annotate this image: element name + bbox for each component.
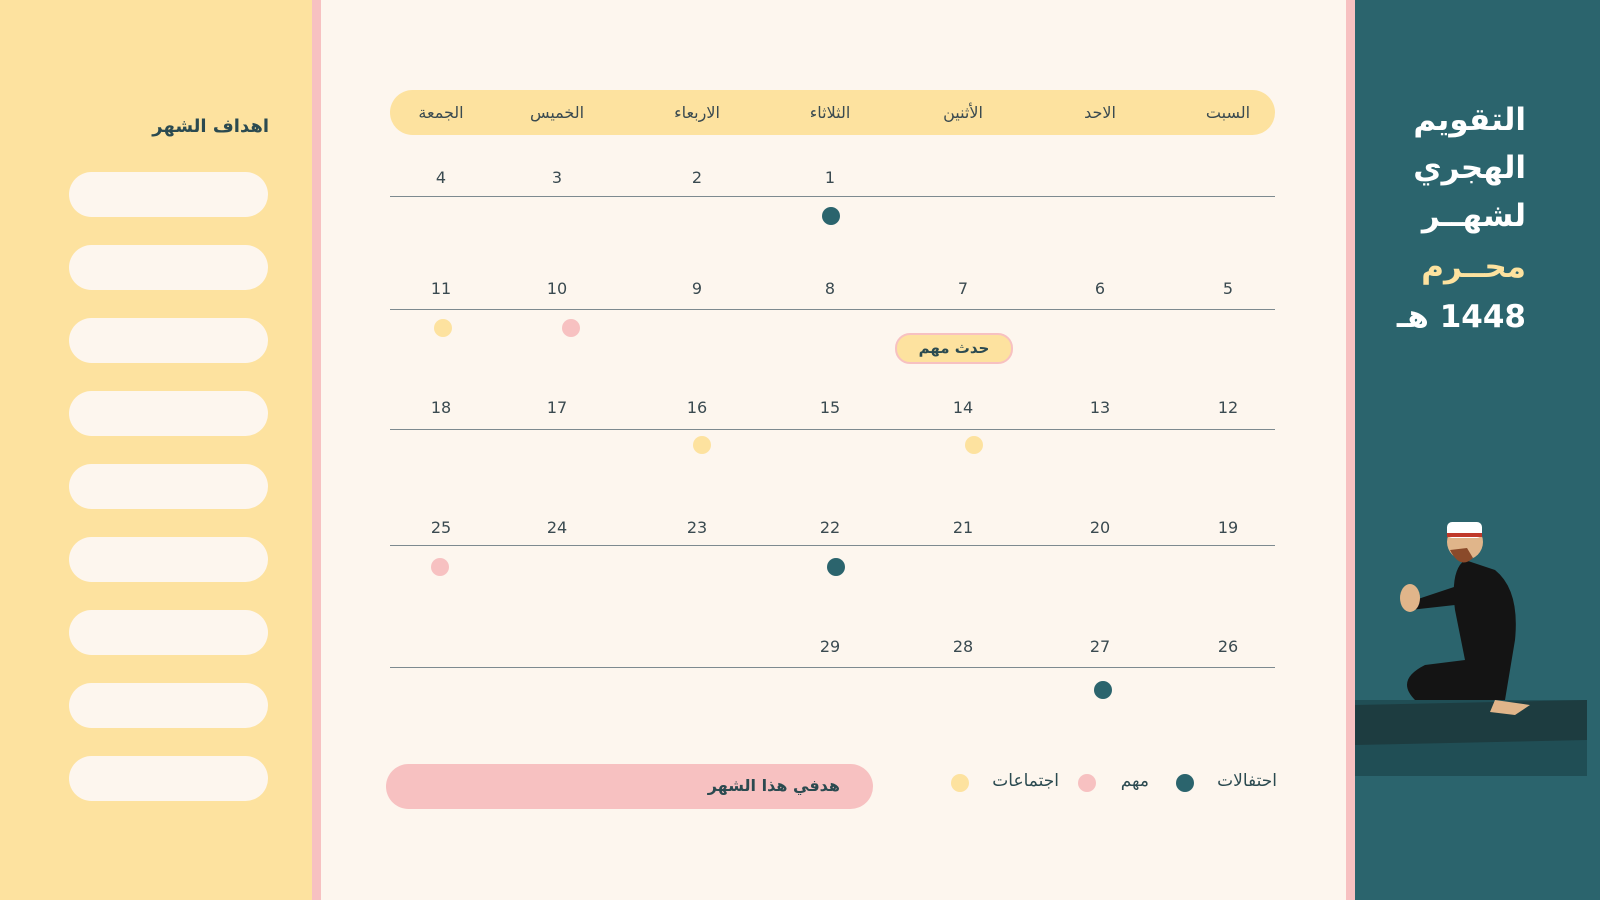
day-number: 11 bbox=[430, 279, 452, 298]
weekday-bar bbox=[390, 90, 1275, 135]
weekday: الثلاثاء bbox=[809, 103, 851, 122]
day-number: 16 bbox=[686, 398, 708, 417]
day-number: 29 bbox=[819, 637, 841, 656]
title-line: الهجري bbox=[1413, 150, 1526, 186]
legend-label: اجتماعات bbox=[992, 771, 1059, 791]
day-number: 21 bbox=[952, 518, 974, 537]
day-number: 26 bbox=[1217, 637, 1239, 656]
praying-man-illustration bbox=[1355, 522, 1587, 776]
week-rule bbox=[390, 667, 1275, 668]
day-number: 15 bbox=[819, 398, 841, 417]
weekday: الاحد bbox=[1084, 103, 1116, 122]
event-dot bbox=[434, 319, 452, 337]
weekday: الخميس bbox=[529, 103, 585, 122]
stripe bbox=[1346, 0, 1355, 900]
week-rule bbox=[390, 196, 1275, 197]
event-dot bbox=[693, 436, 711, 454]
stripe bbox=[312, 0, 321, 900]
day-number: 28 bbox=[952, 637, 974, 656]
week-rule bbox=[390, 545, 1275, 546]
day-number: 22 bbox=[819, 518, 841, 537]
goal-input bbox=[69, 464, 268, 509]
day-number: 13 bbox=[1089, 398, 1111, 417]
title-line: لشهــر bbox=[1421, 198, 1526, 234]
day-number: 19 bbox=[1217, 518, 1239, 537]
goals-panel bbox=[0, 0, 312, 900]
goal-input bbox=[69, 683, 268, 728]
day-number: 20 bbox=[1089, 518, 1111, 537]
week-rule bbox=[390, 429, 1275, 430]
day-number: 3 bbox=[551, 168, 563, 187]
goal-input bbox=[69, 172, 268, 217]
day-number: 17 bbox=[546, 398, 568, 417]
goal-input bbox=[69, 245, 268, 290]
event-dot bbox=[827, 558, 845, 576]
weekday: السبت bbox=[1205, 103, 1251, 122]
day-number: 2 bbox=[691, 168, 703, 187]
weekday: الجمعة bbox=[418, 103, 464, 122]
title-line: التقويم bbox=[1413, 102, 1526, 138]
goal-input bbox=[69, 610, 268, 655]
event-dot bbox=[1094, 681, 1112, 699]
weekday: الاربعاء bbox=[674, 103, 720, 122]
day-number: 24 bbox=[546, 518, 568, 537]
event-label: حدث مهم bbox=[895, 333, 1013, 364]
event-dot bbox=[965, 436, 983, 454]
title-line: محــرم bbox=[1421, 249, 1526, 285]
weekday: الأثنين bbox=[943, 103, 983, 122]
day-number: 10 bbox=[546, 279, 568, 298]
title-line: 1448 هـ bbox=[1396, 299, 1526, 335]
goal-label: هدفي هذا الشهر bbox=[707, 776, 840, 795]
day-number: 1 bbox=[824, 168, 836, 187]
event-dot bbox=[822, 207, 840, 225]
goal-pill bbox=[386, 764, 873, 809]
day-number: 6 bbox=[1094, 279, 1106, 298]
day-number: 23 bbox=[686, 518, 708, 537]
goals-title: اهداف الشهر bbox=[152, 116, 269, 137]
day-number: 18 bbox=[430, 398, 452, 417]
legend-label: مهم bbox=[1120, 771, 1149, 791]
legend-dot bbox=[1078, 774, 1096, 792]
day-number: 4 bbox=[435, 168, 447, 187]
week-rule bbox=[390, 309, 1275, 310]
goal-input bbox=[69, 318, 268, 363]
legend-dot bbox=[951, 774, 969, 792]
day-number: 9 bbox=[691, 279, 703, 298]
day-number: 14 bbox=[952, 398, 974, 417]
day-number: 12 bbox=[1217, 398, 1239, 417]
day-number: 25 bbox=[430, 518, 452, 537]
day-number: 27 bbox=[1089, 637, 1111, 656]
event-dot bbox=[562, 319, 580, 337]
legend-dot bbox=[1176, 774, 1194, 792]
day-number: 7 bbox=[957, 279, 969, 298]
goal-input bbox=[69, 537, 268, 582]
goal-input bbox=[69, 391, 268, 436]
legend-label: احتفالات bbox=[1217, 771, 1277, 791]
day-number: 5 bbox=[1222, 279, 1234, 298]
day-number: 8 bbox=[824, 279, 836, 298]
goal-input bbox=[69, 756, 268, 801]
event-dot bbox=[431, 558, 449, 576]
